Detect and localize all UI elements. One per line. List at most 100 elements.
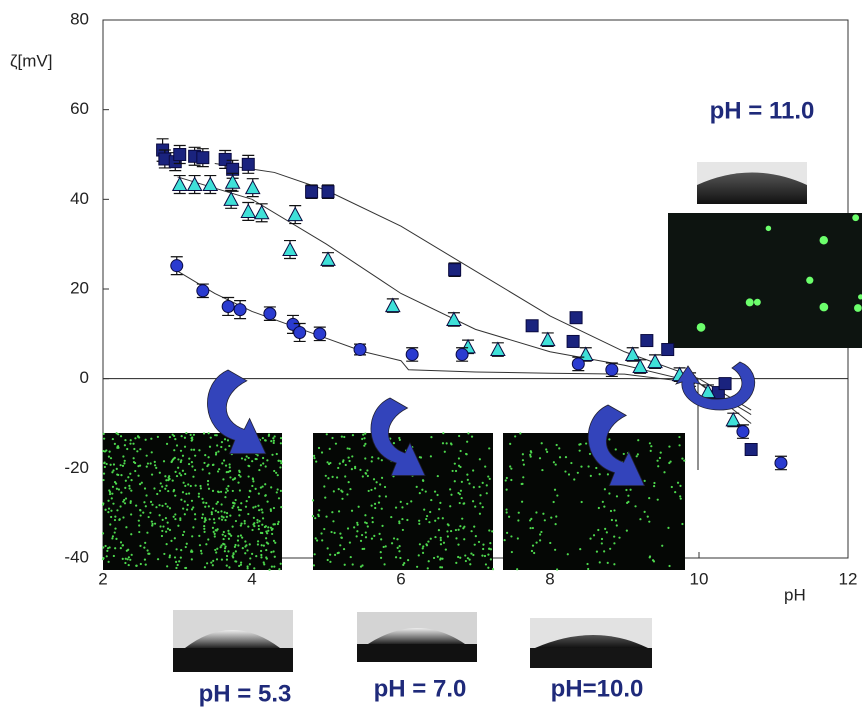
particle xyxy=(355,535,358,538)
particle xyxy=(421,488,424,491)
particle xyxy=(529,450,532,453)
particle xyxy=(149,500,153,503)
particle xyxy=(403,562,406,565)
particle xyxy=(163,552,166,556)
data-point xyxy=(293,325,307,339)
particle xyxy=(107,560,110,563)
particle xyxy=(159,525,162,528)
particle xyxy=(401,506,404,509)
particle xyxy=(199,487,202,490)
particle xyxy=(451,469,454,473)
particle xyxy=(119,547,122,550)
particle xyxy=(614,519,618,522)
particle xyxy=(316,539,319,542)
particle xyxy=(103,461,106,464)
particle xyxy=(122,516,125,519)
particle xyxy=(466,440,469,443)
particle xyxy=(139,544,142,547)
particle xyxy=(102,472,106,475)
particle xyxy=(225,515,228,518)
particle xyxy=(256,518,259,522)
particle xyxy=(227,532,230,535)
particle xyxy=(113,442,116,445)
data-point xyxy=(700,383,716,399)
particle xyxy=(253,525,256,528)
particle xyxy=(224,464,228,467)
particle xyxy=(150,437,153,440)
particle xyxy=(204,454,207,457)
data-point xyxy=(632,358,648,374)
particle xyxy=(362,433,365,436)
particle xyxy=(161,504,164,507)
particle xyxy=(398,438,401,442)
particle xyxy=(488,447,491,450)
particle xyxy=(113,518,117,522)
particle xyxy=(254,457,257,461)
curved-arrow xyxy=(207,369,267,455)
particle xyxy=(318,509,321,512)
particle xyxy=(459,465,462,469)
particle xyxy=(146,549,149,552)
particle xyxy=(105,462,108,466)
particle xyxy=(430,498,433,502)
particle xyxy=(124,561,127,565)
particle xyxy=(275,452,278,456)
particle xyxy=(265,537,268,540)
particle xyxy=(256,540,260,543)
particle xyxy=(192,526,195,529)
particle xyxy=(276,474,279,477)
particle xyxy=(337,551,340,554)
particle xyxy=(487,553,490,556)
particle xyxy=(121,557,124,561)
particle xyxy=(469,563,472,566)
particle xyxy=(446,535,449,538)
particle xyxy=(466,473,469,476)
particle xyxy=(473,525,476,528)
particle xyxy=(132,457,135,460)
particle xyxy=(108,450,111,453)
particle xyxy=(168,554,172,557)
particle xyxy=(103,437,106,440)
particle xyxy=(272,441,275,445)
particle xyxy=(520,500,524,503)
data-point xyxy=(525,319,539,333)
particle xyxy=(236,539,240,542)
particle xyxy=(208,472,211,475)
particle xyxy=(421,547,424,550)
particle xyxy=(115,467,118,470)
particle xyxy=(819,236,828,245)
particle xyxy=(271,453,274,456)
particle xyxy=(433,490,437,493)
particle xyxy=(111,437,114,441)
particle xyxy=(191,535,194,538)
particle xyxy=(110,509,113,512)
particle xyxy=(383,485,387,489)
particle xyxy=(104,508,107,511)
particle xyxy=(603,488,607,491)
particle xyxy=(149,462,152,465)
particle xyxy=(266,532,269,535)
particle xyxy=(127,476,130,479)
particle xyxy=(190,439,193,442)
particle xyxy=(531,544,535,547)
particle xyxy=(614,448,617,451)
data-point xyxy=(202,176,219,192)
particle xyxy=(145,454,148,457)
particle xyxy=(138,436,141,439)
particle xyxy=(625,488,628,492)
particle xyxy=(765,225,772,232)
particle xyxy=(487,475,490,478)
particle xyxy=(359,539,363,542)
particle xyxy=(351,563,354,566)
particle xyxy=(129,442,132,445)
particle xyxy=(361,564,364,567)
particle xyxy=(453,462,456,465)
particle xyxy=(484,563,488,566)
particle xyxy=(539,539,542,542)
particle xyxy=(426,514,429,518)
particle xyxy=(247,456,250,460)
particle xyxy=(175,560,178,563)
particle xyxy=(114,515,117,518)
particle xyxy=(212,530,215,533)
particle xyxy=(124,557,127,560)
